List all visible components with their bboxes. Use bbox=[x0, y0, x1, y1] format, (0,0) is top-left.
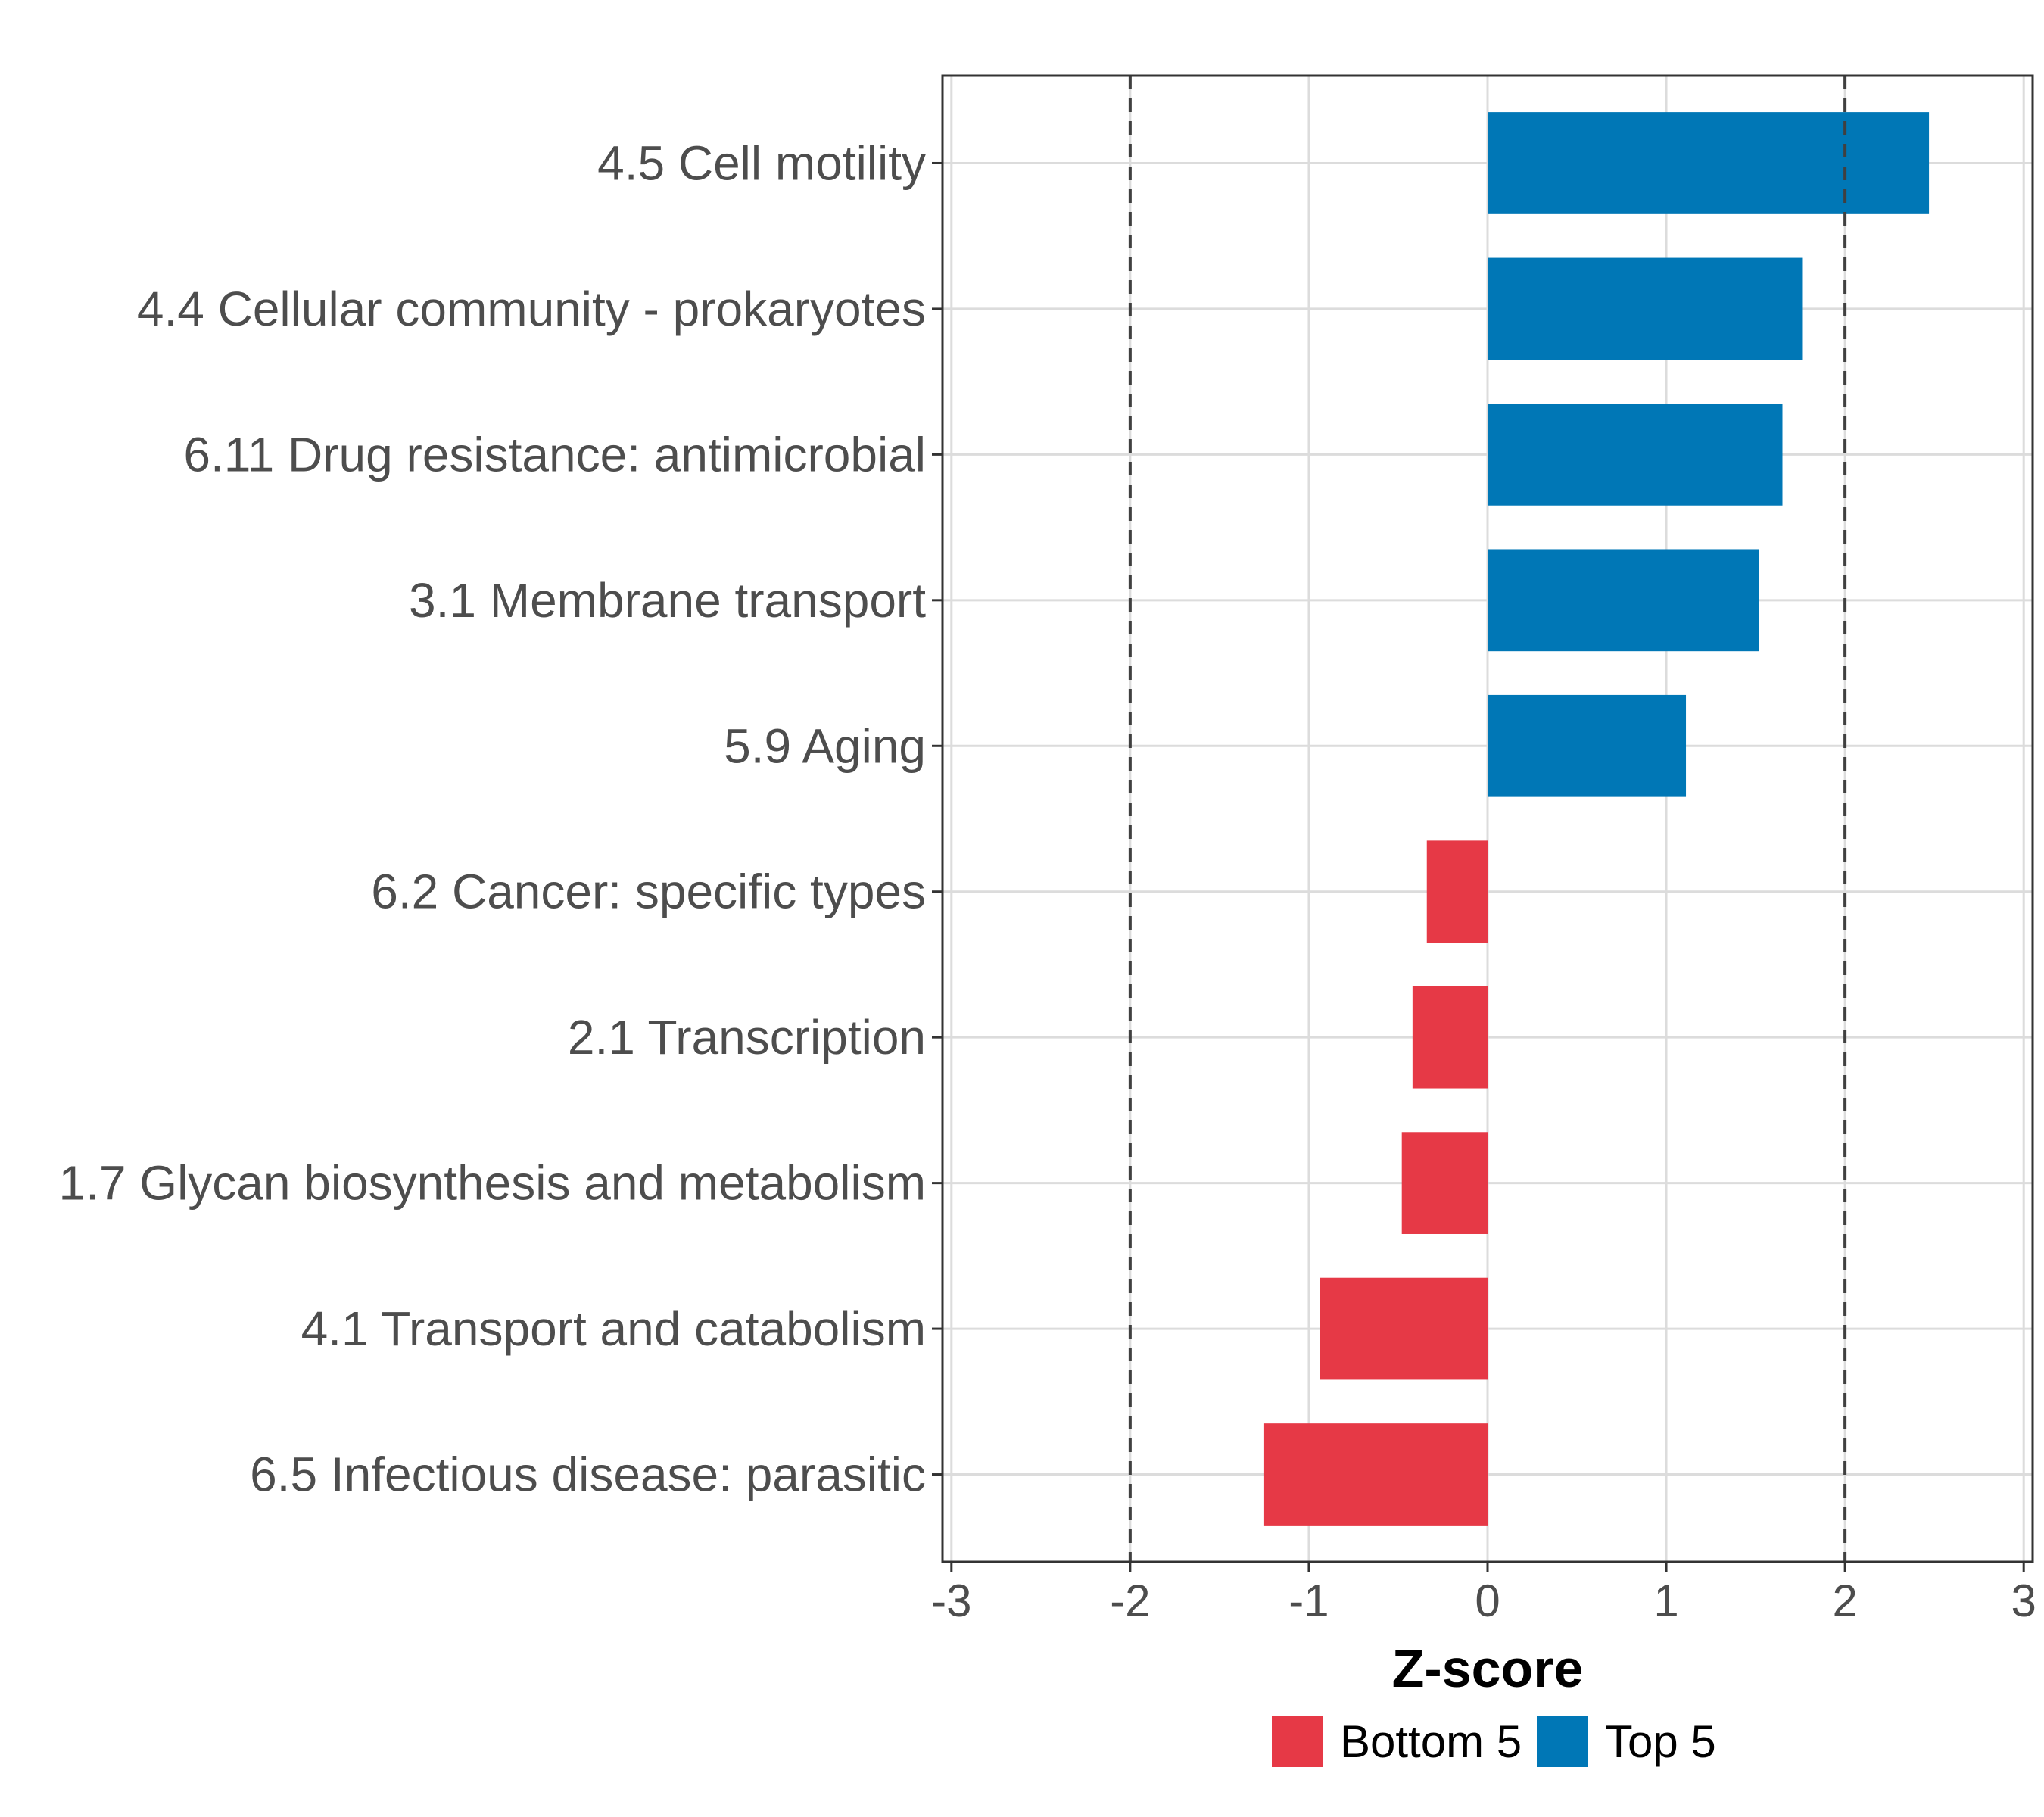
category-label: 4.4 Cellular community - prokaryotes bbox=[137, 282, 926, 336]
category-label: 4.1 Transport and catabolism bbox=[301, 1301, 926, 1356]
x-tick-label: -1 bbox=[1288, 1575, 1329, 1626]
x-tick-label: 2 bbox=[1832, 1575, 1857, 1626]
x-tick-label: 1 bbox=[1653, 1575, 1678, 1626]
category-label: 6.11 Drug resistance: antimicrobial bbox=[183, 427, 926, 482]
category-label: 2.1 Transcription bbox=[568, 1010, 926, 1064]
x-tick-label: -3 bbox=[931, 1575, 971, 1626]
bar bbox=[1488, 404, 1783, 506]
legend-key bbox=[1272, 1716, 1323, 1767]
bar bbox=[1263, 1423, 1488, 1526]
reference-lines bbox=[1128, 76, 1847, 1562]
legend-label: Top 5 bbox=[1605, 1716, 1716, 1767]
bar bbox=[1401, 1132, 1488, 1234]
legend: Bottom 5 Top 5 bbox=[1272, 1716, 1716, 1767]
category-label: 6.2 Cancer: specific types bbox=[371, 865, 926, 919]
bar bbox=[1412, 986, 1488, 1089]
x-tick-label: -2 bbox=[1110, 1575, 1150, 1626]
bar bbox=[1488, 257, 1803, 360]
x-tick-label: 0 bbox=[1475, 1575, 1500, 1626]
category-label: 3.1 Membrane transport bbox=[409, 573, 926, 628]
x-axis: -3 -2 -1 0 1 2 3 bbox=[931, 1562, 2036, 1626]
legend-label: Bottom 5 bbox=[1340, 1716, 1522, 1767]
bar bbox=[1426, 840, 1488, 943]
bar bbox=[1488, 112, 1930, 214]
bar bbox=[1488, 549, 1759, 652]
bar bbox=[1488, 694, 1687, 797]
bar bbox=[1320, 1277, 1488, 1380]
category-label: 6.5 Infectious disease: parasitic bbox=[250, 1448, 926, 1502]
category-label: 4.5 Cell motility bbox=[597, 136, 926, 190]
x-tick-label: 3 bbox=[2011, 1575, 2036, 1626]
bars bbox=[1263, 112, 1930, 1526]
category-label: 1.7 Glycan biosynthesis and metabolism bbox=[59, 1156, 926, 1211]
category-label: 5.9 Aging bbox=[724, 718, 926, 773]
y-axis: 4.5 Cell motility 4.4 Cellular community … bbox=[59, 136, 943, 1502]
legend-key bbox=[1537, 1716, 1588, 1767]
x-axis-title: Z-score bbox=[1392, 1639, 1584, 1698]
